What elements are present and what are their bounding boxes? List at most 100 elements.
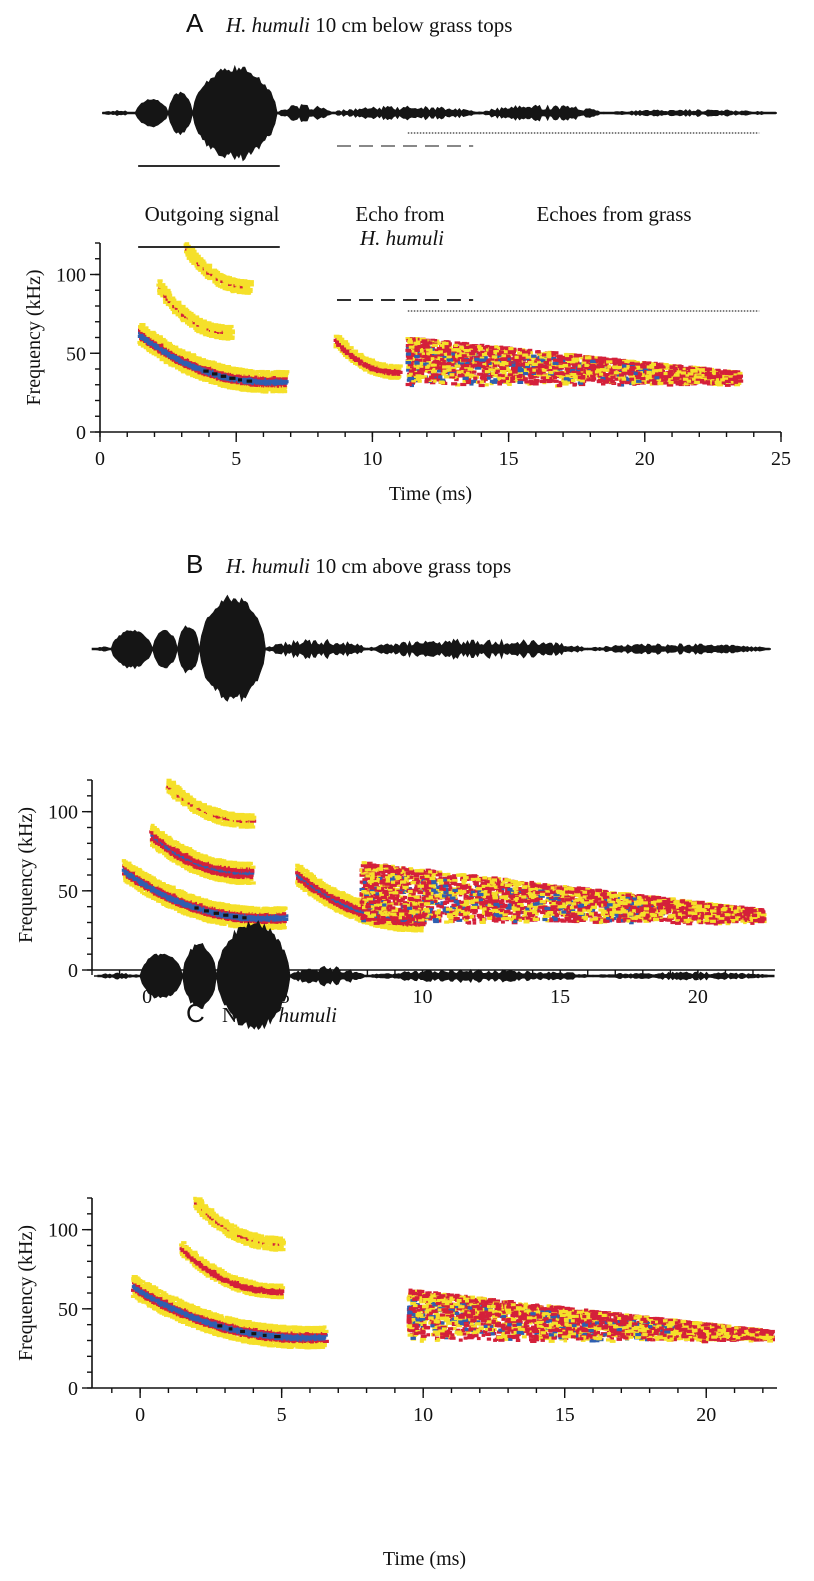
spectrogram-cell [574,371,581,375]
spectrogram-cell [671,380,677,384]
spectrogram-cell [198,915,204,919]
spectrogram-cell [532,382,539,386]
spectrogram-cell [503,346,511,350]
spectrogram-cell [185,865,191,869]
spectrogram-cell [539,355,545,359]
spectrogram-cell [489,379,495,383]
spectrogram-cell [169,852,175,856]
spectrogram-cell [223,326,228,330]
spectrogram-cell [585,356,592,360]
y-axis-label: Frequency (kHz) [23,269,45,405]
spectrogram-cell [610,379,615,384]
spectrogram-cell [408,345,415,349]
spectrogram-cell [423,362,429,366]
spectrogram-cell [725,370,731,374]
spectrogram-cell [180,852,186,857]
spectrogram-cell [534,360,540,364]
spectrogram-cell [579,362,583,366]
spectrogram-cell [204,857,209,861]
x-tick-label: 10 [362,448,382,470]
spectrogram-cell [433,379,437,383]
spectrogram-cell [419,365,424,369]
spectrogram-cell [266,926,271,930]
spectrogram-cell [184,867,189,871]
spectrogram-cell [152,892,158,896]
spectrogram-cell [199,326,205,330]
spectrogram-cell [197,317,203,322]
spectrogram-cell [164,854,168,858]
spectrogram-cell [229,376,236,380]
spectrogram-cell [501,371,507,375]
spectrogram-cell [675,370,682,374]
spectrogram-cell [668,381,674,385]
spectrogram-cell [528,368,534,372]
spectrogram-cell [564,367,572,371]
spectrogram-cell [641,363,646,367]
spectrogram-cell [194,364,201,368]
spectrogram-cell [548,369,553,373]
spectrogram-cell [449,375,456,379]
spectrogram-cell [232,908,238,912]
spectrogram-cell [171,887,176,891]
spectrogram-cell [411,349,416,353]
spectrogram-cell [422,341,427,345]
spectrogram-cell [265,370,270,374]
spectrogram-cell [227,332,233,337]
spectrogram-cell [240,374,245,378]
spectrogram-cell [415,377,422,381]
spectrogram-cell [259,912,264,916]
spectrogram-cell [167,898,173,902]
spectrogram-cell [692,369,698,373]
spectrogram-cell [522,353,528,357]
spectrogram-cell [721,381,726,385]
spectrogram-cell [175,300,182,304]
spectrogram-cell [557,360,563,364]
spectrogram-cell [345,348,352,352]
spectrogram-cell [229,920,234,924]
spectrogram-cell [201,259,206,263]
spectrogram-cell [673,368,677,372]
spectrogram-cell [163,290,169,294]
spectrogram-cell [649,373,655,377]
spectrogram-cell [247,287,253,292]
spectrogram-cell [411,379,417,383]
spectrogram-cell [220,277,224,281]
spectrogram-cell [159,344,164,348]
spectrogram-cell [202,862,208,867]
spectrogram-cell [613,371,619,375]
spectrogram-cell [394,364,400,368]
spectrogram-cell [631,379,639,383]
spectrogram-cell [651,369,659,373]
spectrogram-cell [278,374,283,378]
spectrogram-cell [597,356,603,360]
waveform-segment [91,646,112,652]
spectrogram-cell [524,380,529,384]
spectrogram-cell [610,360,616,365]
spectrogram-cell [456,370,462,374]
spectrogram-cell [213,365,218,370]
spectrogram-cell [413,366,420,370]
spectrogram-cell [139,336,144,340]
spectrogram-cell [411,367,416,371]
spectrogram-cell [438,375,443,379]
spectrogram-cell [467,362,473,367]
spectrogram-cell [387,368,394,372]
spectrogram-cell [391,366,397,370]
spectrogram-cell [544,368,550,372]
spectrogram-cell [451,382,458,386]
spectrogram-cell [192,913,197,917]
spectrogram-cell [436,378,443,382]
spectrogram-cell [201,366,206,370]
spectrogram-cell [526,349,532,353]
spectrogram-cell [159,358,166,362]
spectrogram-cell [213,374,218,378]
spectrogram-cell [222,279,227,283]
spectrogram-cell [194,252,199,256]
spectrogram-cell [186,250,191,254]
spectrogram-cell [469,352,476,356]
spectrogram-cell [555,373,562,377]
spectrogram-cell [645,374,650,378]
spectrogram-cell [218,920,224,924]
spectrogram-cell [716,375,723,379]
spectrogram-cell [236,288,241,292]
